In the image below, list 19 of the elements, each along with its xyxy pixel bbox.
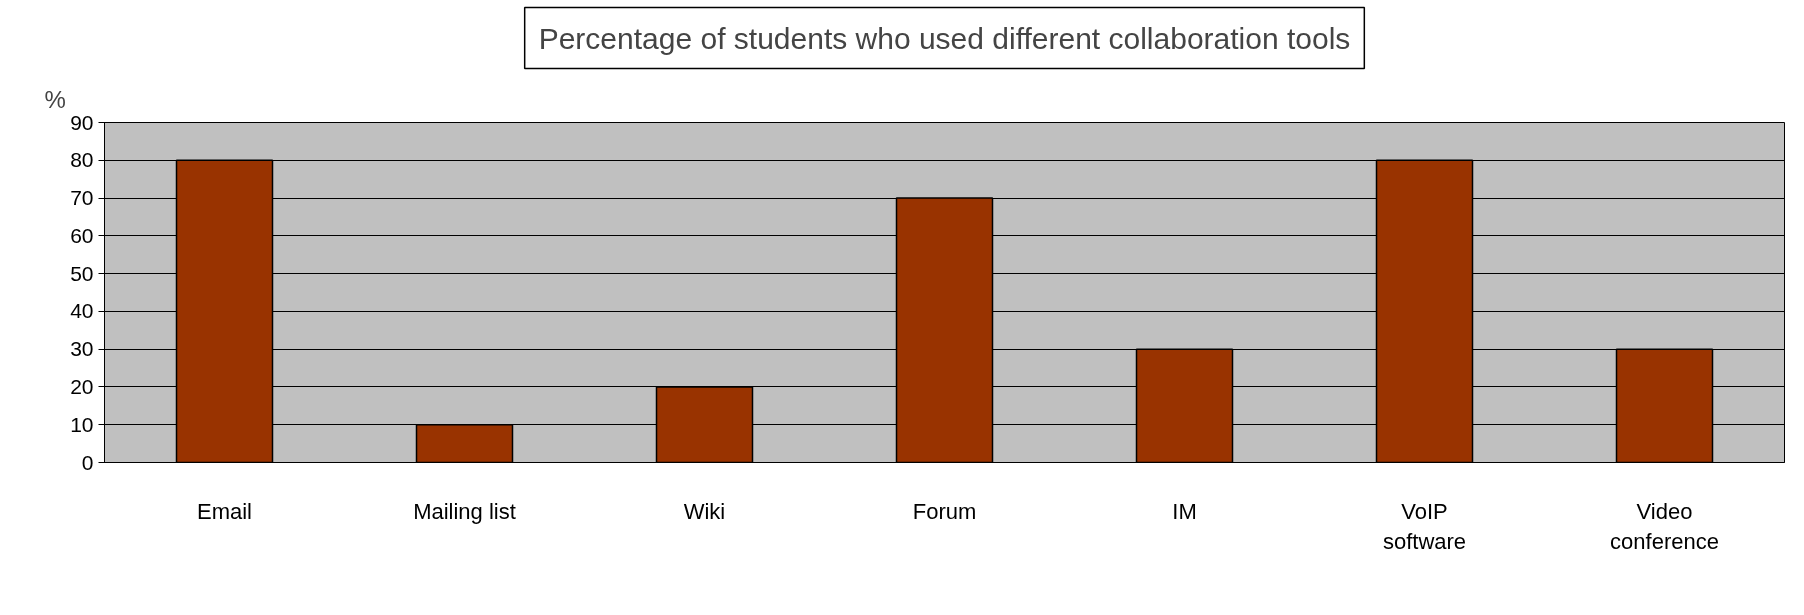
y-axis-title: %	[44, 85, 66, 113]
y-tick-label: 0	[81, 450, 94, 474]
y-tick-label: 20	[70, 374, 94, 398]
y-tick-label: 80	[70, 148, 94, 172]
chart-title: Percentage of students who used different collaboration tools	[538, 21, 1351, 55]
x-tick-label: Wiki	[683, 498, 726, 524]
y-tick-label: 70	[70, 186, 94, 210]
x-tick-label: Mailing list	[413, 498, 516, 524]
y-tick-label: 90	[70, 110, 94, 134]
x-tick-label: VoIP software	[1382, 498, 1467, 554]
x-tick-label: Forum	[912, 498, 977, 524]
x-tick-label: Video conference	[1610, 498, 1719, 554]
y-tick-label: 30	[70, 337, 94, 361]
y-tick-label: 40	[70, 299, 94, 323]
y-tick-label: 10	[70, 412, 94, 436]
y-tick-label: 60	[70, 223, 94, 247]
x-tick-label: Email	[196, 498, 253, 524]
y-tick-label: 50	[70, 261, 94, 285]
x-tick-label: IM	[1172, 498, 1197, 524]
